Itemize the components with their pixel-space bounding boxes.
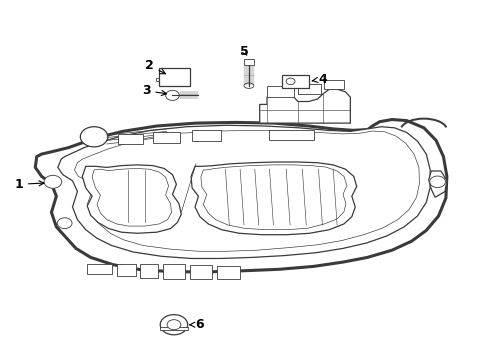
FancyBboxPatch shape <box>190 265 212 279</box>
FancyBboxPatch shape <box>244 59 254 65</box>
FancyBboxPatch shape <box>153 132 180 143</box>
FancyBboxPatch shape <box>163 264 185 279</box>
FancyBboxPatch shape <box>269 130 314 140</box>
FancyBboxPatch shape <box>87 264 112 274</box>
Polygon shape <box>260 89 350 123</box>
Text: 6: 6 <box>190 318 204 331</box>
Text: 4: 4 <box>312 73 327 86</box>
FancyBboxPatch shape <box>217 266 240 279</box>
Circle shape <box>286 78 295 85</box>
Circle shape <box>166 90 179 100</box>
FancyBboxPatch shape <box>192 130 221 141</box>
Polygon shape <box>92 168 172 226</box>
FancyBboxPatch shape <box>118 134 143 144</box>
FancyBboxPatch shape <box>267 86 294 97</box>
Text: 2: 2 <box>145 59 166 74</box>
FancyBboxPatch shape <box>159 68 190 86</box>
Circle shape <box>80 127 108 147</box>
Polygon shape <box>74 130 419 251</box>
Polygon shape <box>201 165 347 230</box>
Polygon shape <box>58 125 430 258</box>
FancyBboxPatch shape <box>282 75 309 88</box>
Polygon shape <box>156 78 159 81</box>
Circle shape <box>44 175 62 188</box>
FancyBboxPatch shape <box>117 264 136 276</box>
Text: 1: 1 <box>14 178 44 191</box>
FancyBboxPatch shape <box>160 327 188 330</box>
Circle shape <box>430 176 445 188</box>
Text: 5: 5 <box>240 45 248 58</box>
Circle shape <box>167 320 181 330</box>
Polygon shape <box>191 162 357 235</box>
Polygon shape <box>82 165 181 233</box>
FancyBboxPatch shape <box>298 84 321 94</box>
Circle shape <box>57 218 72 229</box>
FancyBboxPatch shape <box>324 80 344 89</box>
Circle shape <box>160 315 188 335</box>
FancyBboxPatch shape <box>140 264 158 278</box>
Text: 3: 3 <box>142 84 167 97</box>
Polygon shape <box>429 171 447 197</box>
Polygon shape <box>35 120 447 272</box>
